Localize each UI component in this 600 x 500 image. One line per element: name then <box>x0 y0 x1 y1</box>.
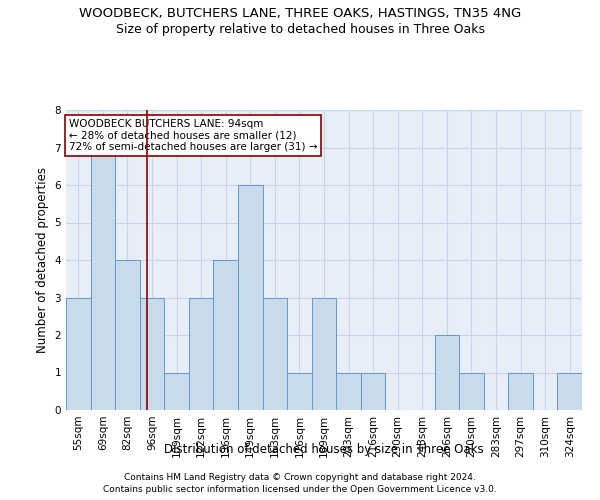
Bar <box>66 298 91 410</box>
Text: WOODBECK BUTCHERS LANE: 94sqm
← 28% of detached houses are smaller (12)
72% of s: WOODBECK BUTCHERS LANE: 94sqm ← 28% of d… <box>68 119 317 152</box>
Bar <box>263 298 287 410</box>
Bar <box>140 298 164 410</box>
Bar <box>189 298 214 410</box>
Bar <box>434 335 459 410</box>
Bar <box>164 372 189 410</box>
Text: WOODBECK, BUTCHERS LANE, THREE OAKS, HASTINGS, TN35 4NG: WOODBECK, BUTCHERS LANE, THREE OAKS, HAS… <box>79 8 521 20</box>
Bar <box>508 372 533 410</box>
Bar <box>312 298 336 410</box>
Text: Contains public sector information licensed under the Open Government Licence v3: Contains public sector information licen… <box>103 485 497 494</box>
Bar <box>361 372 385 410</box>
Text: Contains HM Land Registry data © Crown copyright and database right 2024.: Contains HM Land Registry data © Crown c… <box>124 472 476 482</box>
Bar <box>459 372 484 410</box>
Bar <box>557 372 582 410</box>
Bar <box>336 372 361 410</box>
Bar <box>238 185 263 410</box>
Text: Distribution of detached houses by size in Three Oaks: Distribution of detached houses by size … <box>164 442 484 456</box>
Y-axis label: Number of detached properties: Number of detached properties <box>36 167 49 353</box>
Text: Size of property relative to detached houses in Three Oaks: Size of property relative to detached ho… <box>115 22 485 36</box>
Bar <box>115 260 140 410</box>
Bar <box>91 148 115 410</box>
Bar <box>287 372 312 410</box>
Bar <box>214 260 238 410</box>
